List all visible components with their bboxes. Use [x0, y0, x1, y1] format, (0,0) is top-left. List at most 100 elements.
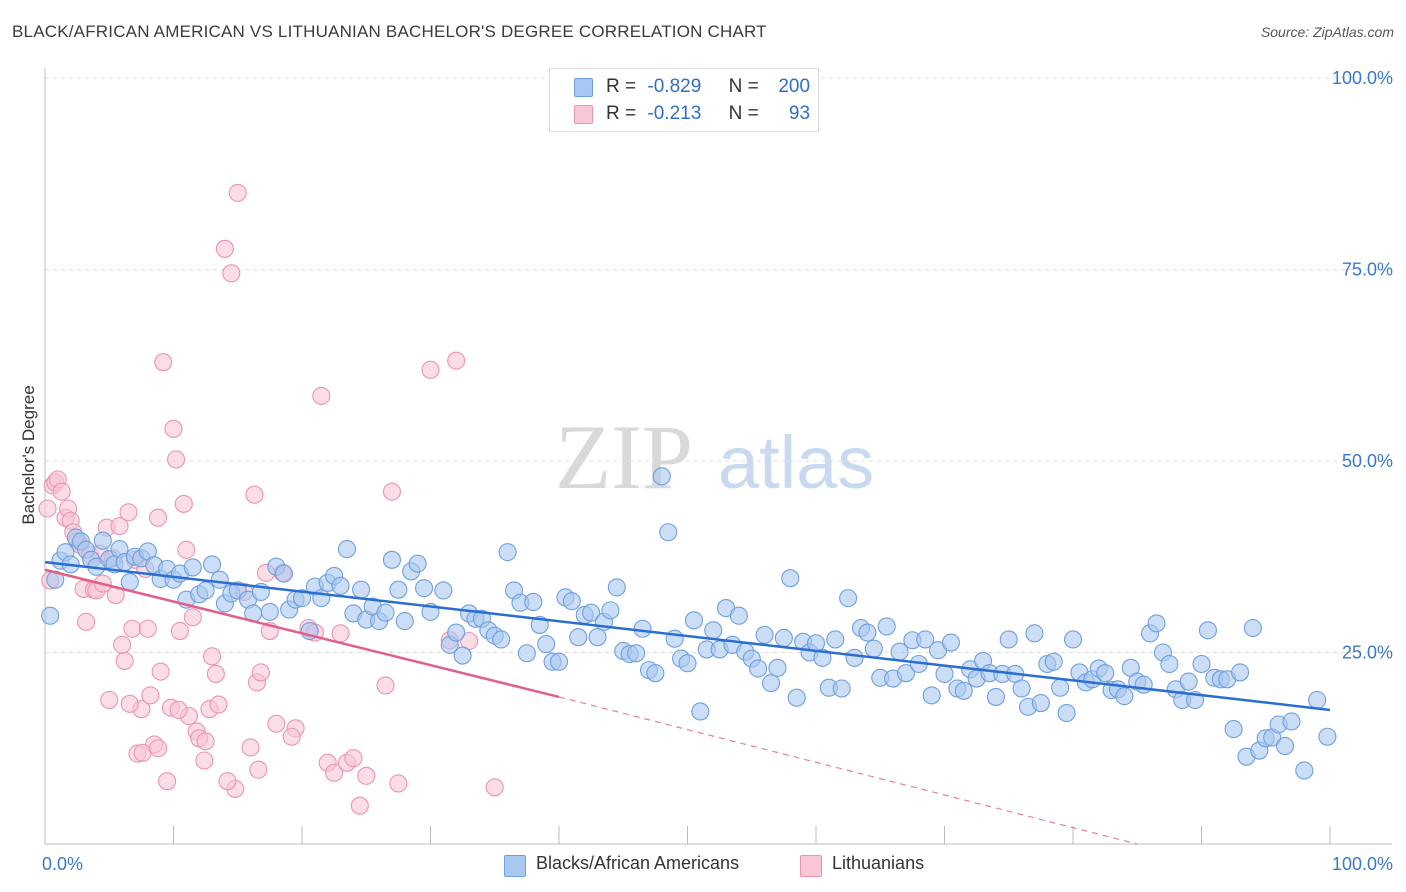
axes — [44, 68, 1392, 845]
data-point-black — [729, 606, 748, 625]
chart-title: BLACK/AFRICAN AMERICAN VS LITHUANIAN BAC… — [12, 22, 767, 41]
series-lithuanians — [38, 183, 504, 815]
data-point-lithuanian — [138, 619, 157, 638]
data-point-black — [1025, 624, 1044, 643]
data-point-black — [1031, 694, 1050, 713]
data-point-black — [1057, 703, 1076, 723]
data-point-black — [839, 589, 858, 608]
data-point-black — [999, 630, 1018, 649]
bottom-legend-swatch-pink — [800, 855, 822, 877]
data-point-black — [1275, 736, 1295, 756]
data-point-black — [941, 633, 960, 652]
data-point-black — [1115, 687, 1134, 706]
data-point-black — [813, 648, 832, 667]
data-point-black — [1134, 675, 1153, 694]
bottom-legend-swatch-blue — [504, 855, 526, 877]
data-point-lithuanian — [312, 386, 331, 405]
data-point-lithuanian — [251, 663, 270, 682]
data-point-black — [1224, 720, 1243, 739]
data-point-black — [415, 579, 434, 598]
series-blacks-african-americans — [41, 467, 1337, 780]
watermark-atlas: atlas — [718, 421, 874, 504]
data-point-lithuanian — [267, 714, 286, 733]
data-point-black — [1231, 663, 1250, 682]
data-point-black — [447, 623, 466, 642]
data-point-lithuanian — [196, 732, 215, 751]
data-point-black — [549, 652, 569, 671]
data-point-lithuanian — [133, 743, 152, 762]
y-tick-label: 75.0% — [1342, 260, 1393, 280]
data-point-lithuanian — [389, 774, 408, 793]
data-point-black — [274, 564, 294, 583]
data-point-lithuanian — [209, 695, 228, 714]
data-point-lithuanian — [421, 360, 440, 379]
data-point-lithuanian — [52, 482, 71, 501]
data-point-black — [203, 555, 222, 574]
data-point-lithuanian — [158, 772, 177, 791]
y-tick-label: 100.0% — [1332, 68, 1393, 88]
data-point-black — [704, 621, 723, 640]
data-point-black — [395, 612, 414, 631]
data-point-lithuanian — [382, 482, 402, 501]
data-point-lithuanian — [113, 635, 132, 654]
data-point-black — [922, 686, 941, 705]
data-point-lithuanian — [120, 694, 139, 713]
bottom-legend-label: Blacks/African Americans — [536, 853, 740, 873]
data-point-black — [935, 664, 954, 683]
data-point-lithuanian — [195, 751, 214, 770]
legend-r-label: R = — [606, 103, 637, 124]
legend-swatch-blue — [574, 78, 593, 97]
data-point-black — [260, 602, 279, 621]
data-point-lithuanian — [228, 183, 247, 202]
data-point-lithuanian — [141, 686, 160, 705]
source-label: Source: ZipAtlas.com — [1260, 24, 1394, 40]
data-point-black — [1192, 654, 1211, 674]
trend-line-lithuanians-extension — [558, 696, 1138, 845]
data-point-lithuanian — [154, 353, 173, 372]
legend-r-value: -0.829 — [647, 76, 702, 97]
data-point-black — [562, 592, 581, 611]
data-point-black — [1051, 678, 1070, 697]
data-point-black — [524, 592, 543, 611]
data-point-black — [1012, 679, 1031, 698]
x-tick-label: 100.0% — [1332, 854, 1393, 874]
legend-n-label: N = — [728, 103, 759, 124]
data-point-black — [826, 630, 845, 649]
data-point-black — [492, 630, 511, 649]
data-point-black — [1179, 672, 1198, 691]
data-point-black — [517, 644, 536, 663]
data-point-black — [183, 558, 202, 577]
data-point-black — [633, 619, 652, 638]
data-point-black — [382, 550, 402, 569]
data-point-black — [864, 639, 883, 658]
y-tick-label: 50.0% — [1342, 451, 1393, 471]
data-point-black — [434, 581, 453, 600]
data-point-black — [659, 523, 678, 542]
legend-n-value: 93 — [788, 103, 811, 124]
data-point-lithuanian — [282, 727, 301, 746]
data-point-black — [607, 578, 626, 597]
data-point-black — [1096, 664, 1115, 683]
data-point-black — [210, 570, 229, 589]
data-point-lithuanian — [245, 485, 264, 504]
data-point-black — [1282, 712, 1301, 731]
data-point-black — [761, 674, 781, 693]
data-point-black — [1063, 630, 1083, 649]
legend-r-label: R = — [606, 76, 637, 97]
data-point-lithuanian — [110, 517, 129, 536]
data-point-lithuanian — [119, 503, 138, 522]
bottom-legend-label: Lithuanians — [832, 853, 925, 873]
data-point-lithuanian — [164, 419, 183, 438]
data-point-black — [1308, 690, 1327, 710]
data-point-black — [292, 589, 312, 608]
data-point-black — [537, 635, 556, 654]
trend-line-blacks — [44, 560, 1331, 712]
data-point-black — [569, 628, 588, 647]
gridlines — [45, 77, 1392, 653]
data-point-black — [896, 664, 916, 683]
data-point-lithuanian — [167, 450, 186, 469]
data-point-black — [1147, 614, 1166, 633]
data-point-lithuanian — [249, 760, 268, 779]
data-point-black — [41, 606, 60, 625]
